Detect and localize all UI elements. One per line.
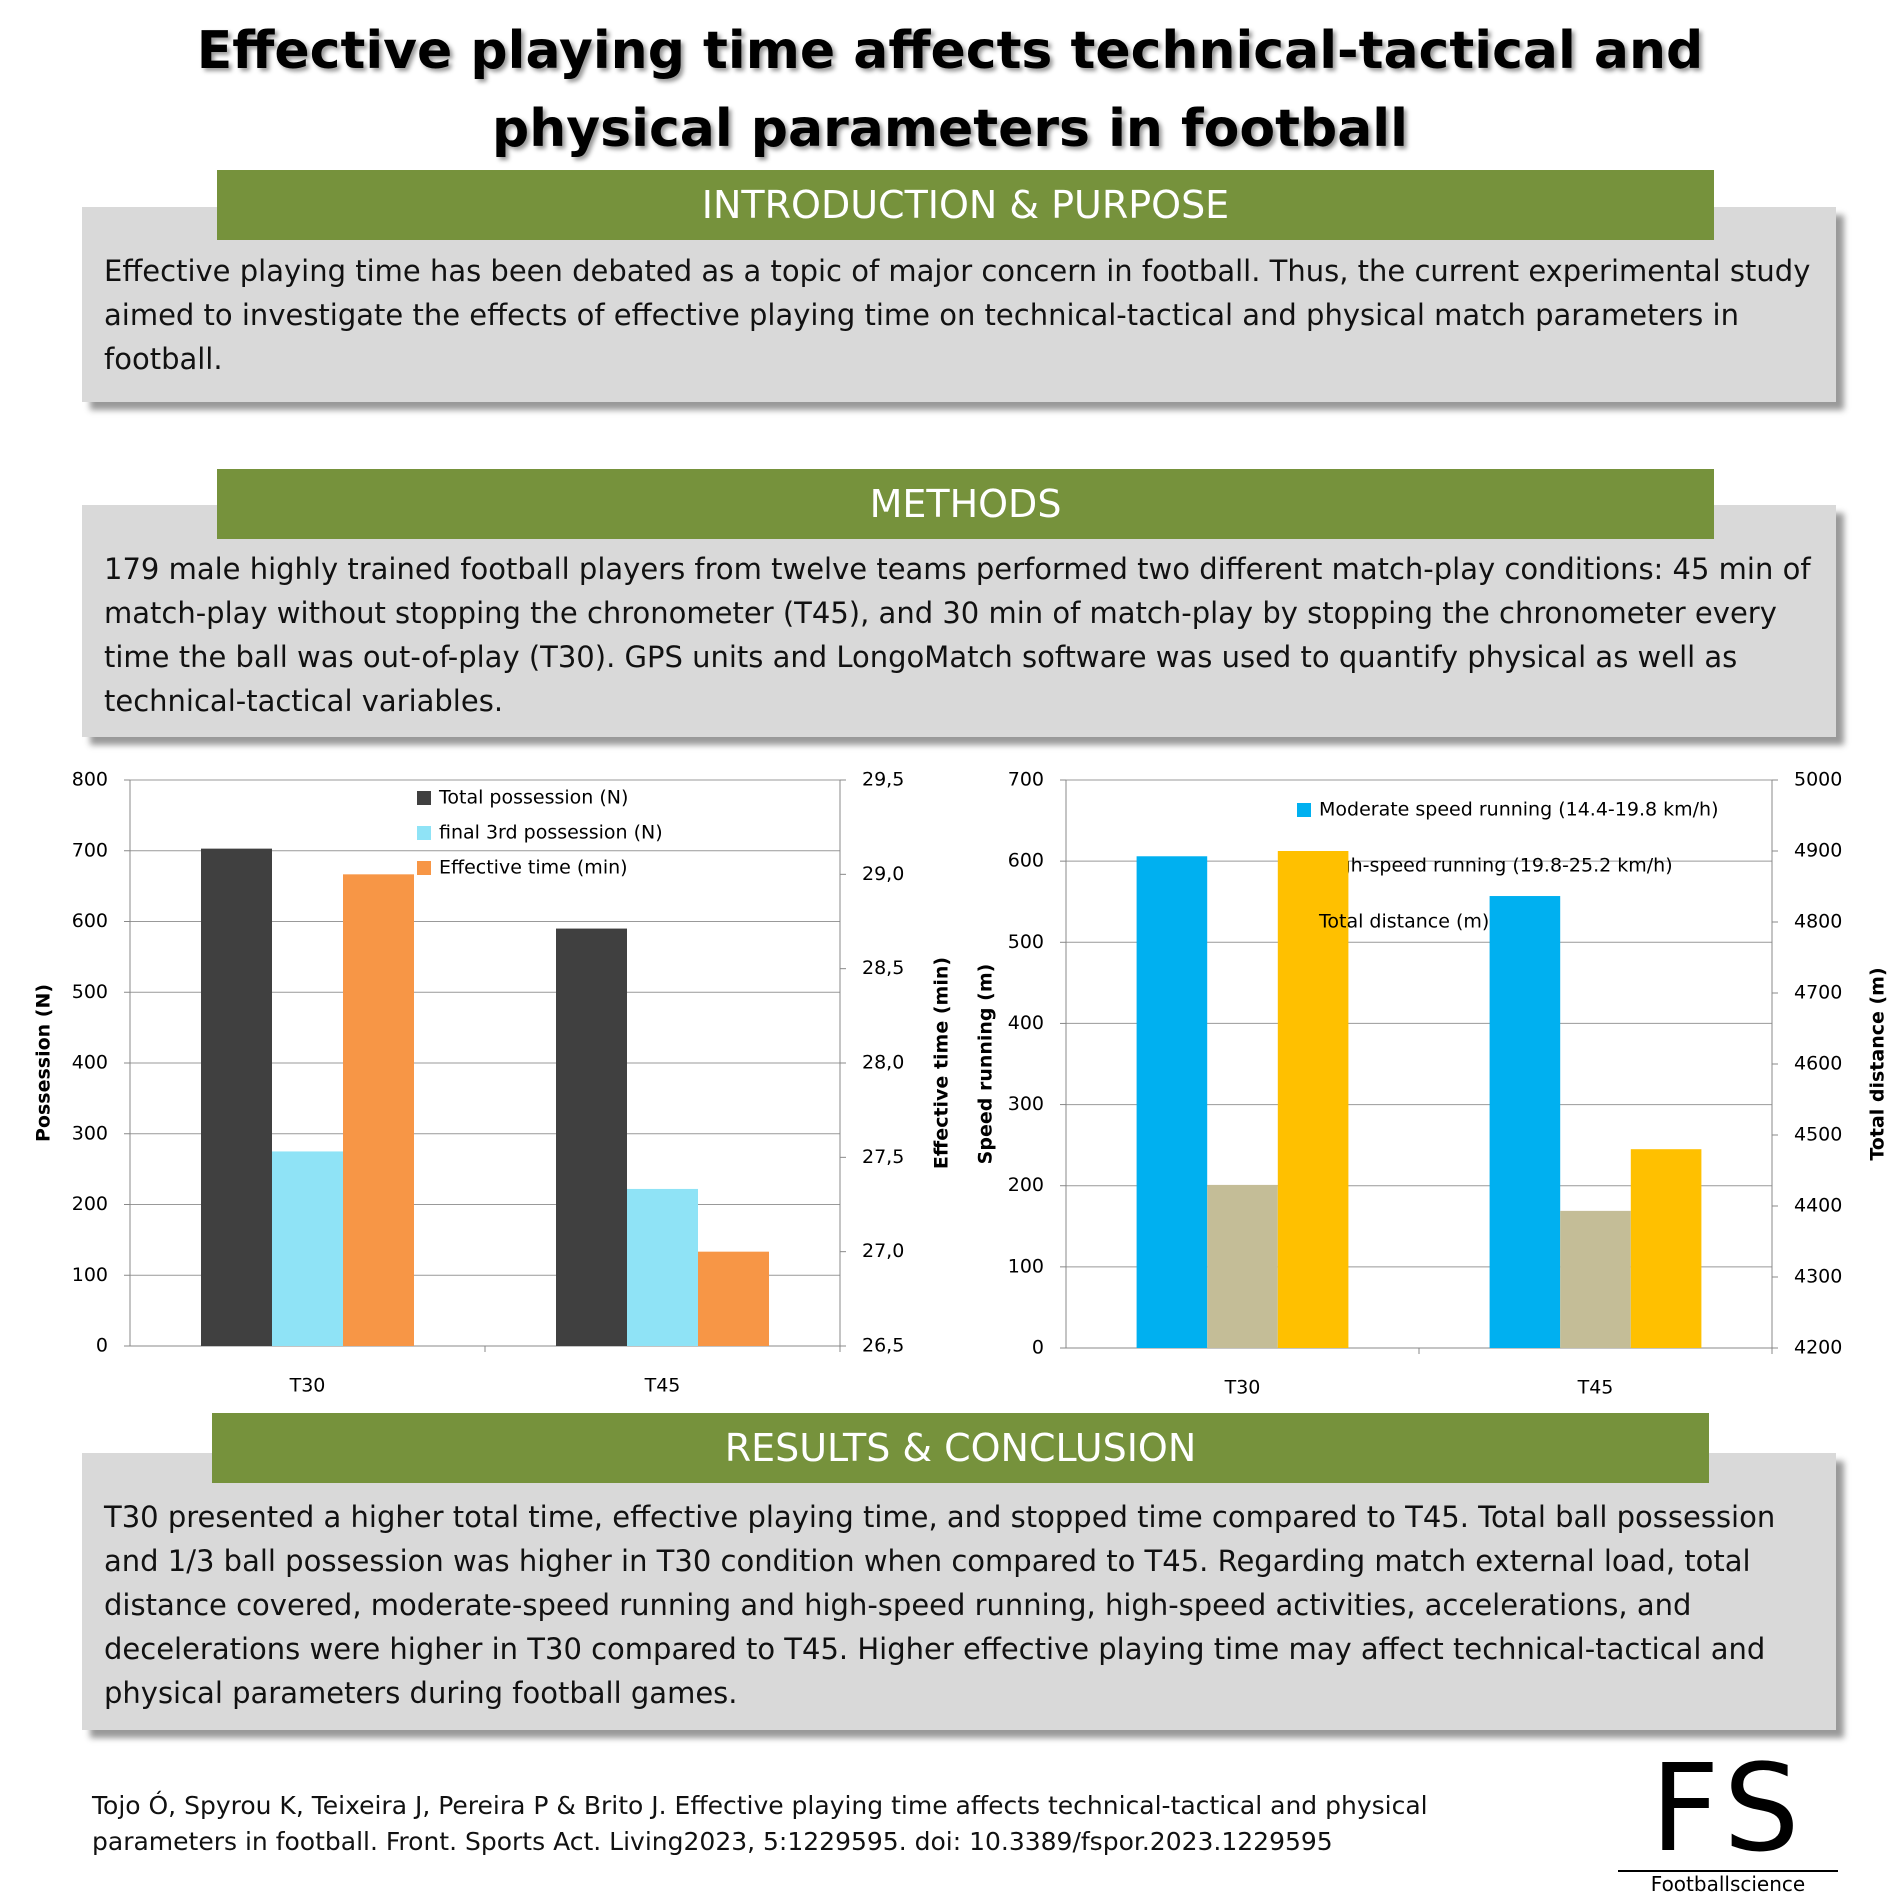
bar — [201, 848, 272, 1346]
bar — [1136, 856, 1208, 1348]
legend-swatch — [1297, 803, 1311, 817]
y-axis-label: Speed running (m) — [975, 964, 997, 1165]
bar — [556, 928, 627, 1346]
methods-heading: METHODS — [217, 469, 1714, 539]
methods-text: 179 male highly trained football players… — [104, 552, 1811, 718]
bar — [1630, 1149, 1702, 1348]
legend-swatch — [417, 826, 431, 840]
results-text: T30 presented a higher total time, effec… — [104, 1500, 1776, 1710]
y-tick-label: 700 — [1008, 769, 1044, 791]
y-tick-label: 600 — [72, 910, 108, 932]
y2-axis-label: Total distance (m) — [1867, 967, 1889, 1160]
methods-box: 179 male highly trained football players… — [82, 505, 1836, 737]
bar — [698, 1251, 769, 1346]
legend-label: Total distance (m) — [1318, 911, 1489, 933]
results-heading: RESULTS & CONCLUSION — [212, 1413, 1709, 1483]
y-tick-label: 0 — [96, 1335, 108, 1357]
x-tick-label: T30 — [289, 1375, 326, 1397]
bar — [1277, 851, 1349, 1348]
legend-label: Effective time (min) — [439, 857, 628, 879]
bar — [272, 1151, 343, 1346]
y-axis-label: Possession (N) — [33, 984, 55, 1142]
y2-tick-label: 4200 — [1794, 1337, 1842, 1359]
y2-tick-label: 27,0 — [862, 1240, 904, 1262]
x-tick-label: T45 — [644, 1375, 681, 1397]
y-tick-label: 800 — [72, 769, 108, 791]
y2-tick-label: 28,5 — [862, 957, 904, 979]
legend-swatch — [1297, 915, 1311, 929]
y2-tick-label: 4300 — [1794, 1266, 1842, 1288]
y-tick-label: 100 — [1008, 1255, 1044, 1277]
charts: 0 100 200 300 400 500 600 700 800 26,5 27,0 27,5 28,… — [33, 769, 1889, 1399]
y2-axis-label: Effective time (min) — [931, 957, 953, 1169]
y2-tick-label: 4500 — [1794, 1124, 1842, 1146]
y2-tick-label: 26,5 — [862, 1335, 904, 1357]
legend-swatch — [417, 791, 431, 805]
results-box: T30 presented a higher total time, effec… — [82, 1453, 1836, 1730]
intro-heading: INTRODUCTION & PURPOSE — [217, 170, 1714, 240]
y2-tick-label: 4600 — [1794, 1053, 1842, 1075]
y-tick-label: 200 — [72, 1193, 108, 1215]
legend-label: High-speed running (19.8-25.2 km/h) — [1319, 855, 1673, 877]
legend-label: Moderate speed running (14.4-19.8 km/h) — [1319, 799, 1718, 821]
bar — [1560, 1210, 1631, 1348]
citation: Tojo Ó, Spyrou K, Teixeira J, Pereira P … — [92, 1791, 1428, 1856]
y2-tick-label: 29,5 — [862, 769, 904, 791]
x-tick-label: T30 — [1224, 1377, 1261, 1399]
y2-tick-label: 5000 — [1794, 769, 1842, 791]
y-tick-label: 600 — [1008, 850, 1044, 872]
legend-swatch — [417, 861, 431, 875]
intro-text: Effective playing time has been debated … — [104, 254, 1811, 376]
y2-tick-label: 4900 — [1794, 840, 1842, 862]
y-tick-label: 0 — [1032, 1337, 1044, 1359]
y-tick-label: 400 — [1008, 1012, 1044, 1034]
bar — [343, 874, 414, 1346]
y2-tick-label: 4400 — [1794, 1195, 1842, 1217]
x-tick-label: T45 — [1577, 1377, 1614, 1399]
y-tick-label: 500 — [1008, 931, 1044, 953]
logo-mark: FS — [1650, 1740, 1806, 1879]
bar — [1207, 1184, 1278, 1348]
logo: FS Footballscience — [1618, 1750, 1838, 1896]
bar — [627, 1188, 698, 1346]
y-tick-label: 400 — [72, 1052, 108, 1074]
legend-label: Total possession (N) — [438, 787, 628, 809]
y-tick-label: 300 — [72, 1122, 108, 1144]
y-tick-label: 700 — [72, 839, 108, 861]
y-tick-label: 500 — [72, 981, 108, 1003]
y-tick-label: 200 — [1008, 1174, 1044, 1196]
bar — [1489, 896, 1561, 1348]
y2-tick-label: 27,5 — [862, 1146, 904, 1168]
y2-tick-label: 29,0 — [862, 863, 904, 885]
y2-tick-label: 4800 — [1794, 911, 1842, 933]
page-title: Effective playing time affects technical… — [196, 21, 1704, 159]
legend-label: final 3rd possession (N) — [439, 822, 663, 844]
y-tick-label: 100 — [72, 1264, 108, 1286]
y2-tick-label: 4700 — [1794, 982, 1842, 1004]
y2-tick-label: 28,0 — [862, 1052, 904, 1074]
logo-text: Footballscience — [1618, 1870, 1838, 1896]
y-tick-label: 300 — [1008, 1093, 1044, 1115]
